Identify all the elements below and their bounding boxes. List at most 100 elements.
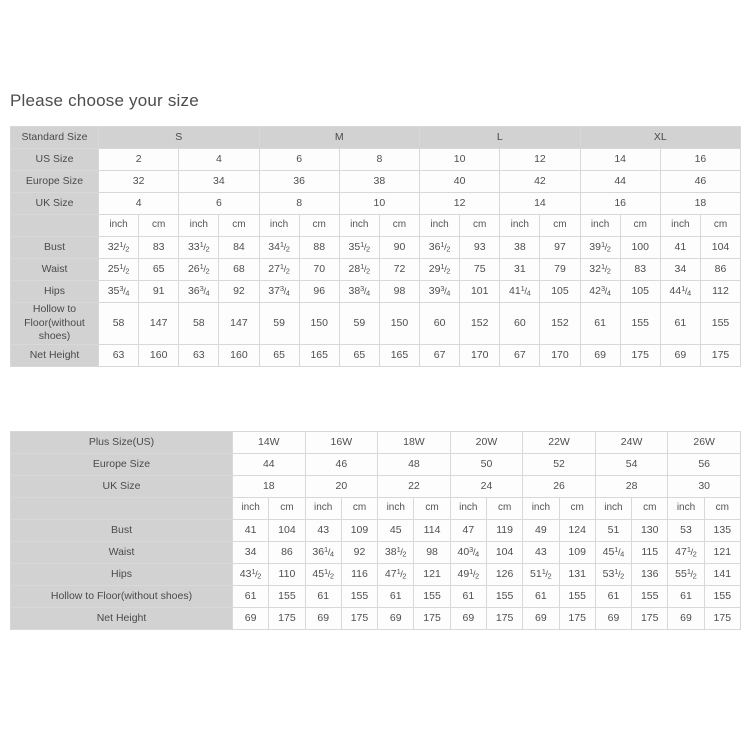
measurement-cell: 97: [539, 236, 581, 259]
size-value-cell: 4: [98, 192, 180, 215]
measurement-cell: 69: [450, 607, 487, 630]
measurement-cell: 79: [539, 258, 581, 281]
measurement-cell: 92: [218, 280, 260, 303]
measurement-cell: 423/4: [580, 280, 621, 303]
table-row: UK Size 18 20 22 24 26 28 30: [10, 475, 741, 498]
measurement-cell: 175: [413, 607, 451, 630]
measurement-cell: 69: [660, 344, 701, 367]
measurement-cell: 491/2: [450, 563, 487, 586]
measurement-cell: 43: [305, 519, 342, 542]
measurement-cell: 126: [486, 563, 524, 586]
measurement-cell: 431/2: [232, 563, 270, 586]
row-label: US Size: [10, 148, 99, 171]
table-row: inch cm inch cm inch cm inch cm inch cm inch cm inch…: [10, 214, 742, 237]
measurement-cell: 86: [268, 541, 306, 564]
unit-header-cm: cm: [486, 497, 524, 520]
size-value-cell: 10: [419, 148, 501, 171]
measurement-cell: 67: [499, 344, 541, 367]
measurement-cell: 451/2: [305, 563, 342, 586]
measurement-cell: 381/2: [377, 541, 415, 564]
measurement-cell: 105: [620, 280, 661, 303]
row-label: Net Height: [10, 344, 99, 367]
measurement-cell: 147: [218, 302, 260, 345]
measurement-cell: 451/4: [595, 541, 633, 564]
size-value-cell: 18: [660, 192, 742, 215]
measurement-cell: 61: [667, 585, 705, 608]
measurement-cell: 69: [595, 607, 633, 630]
size-value-cell: 42: [499, 170, 581, 193]
measurement-cell: 69: [667, 607, 705, 630]
unit-header-cm: cm: [631, 497, 669, 520]
measurement-cell: 373/4: [259, 280, 300, 303]
size-value-cell: 46: [305, 453, 379, 476]
measurement-cell: 155: [631, 585, 669, 608]
measurement-cell: 131: [559, 563, 596, 586]
measurement-cell: 110: [268, 563, 306, 586]
measurement-cell: 130: [631, 519, 669, 542]
standard-size-table: Standard Size S M L XL US Size 2 4 6 8 10 12 14 16 Eur…: [10, 126, 742, 367]
table-row: Europe Size 32 34 36 38 40 42 44 46: [10, 170, 742, 193]
table-row: Europe Size 44 46 48 50 52 54 56: [10, 453, 741, 476]
size-group-header-xl: XL: [580, 126, 742, 149]
size-value-cell: 22: [377, 475, 451, 498]
size-value-cell: 40: [419, 170, 501, 193]
table-row: Bust 321/2 83 331/2 84 341/2 88 351/2 90 361/2 93 3…: [10, 236, 742, 259]
measurement-cell: 61: [660, 302, 701, 345]
size-value-cell: 32: [98, 170, 180, 193]
unit-header-cm: cm: [700, 214, 742, 237]
unit-header-inch: inch: [98, 214, 140, 237]
measurement-cell: 383/4: [339, 280, 380, 303]
size-value-cell: 10: [339, 192, 421, 215]
measurement-cell: 403/4: [450, 541, 487, 564]
measurement-cell: 83: [620, 258, 661, 281]
measurement-cell: 65: [138, 258, 180, 281]
measurement-cell: 135: [704, 519, 741, 542]
measurement-cell: 147: [138, 302, 180, 345]
measurement-cell: 152: [539, 302, 581, 345]
measurement-cell: 34: [232, 541, 270, 564]
plus-size-table: Plus Size(US) 14W 16W 18W 20W 22W 24W 26W Europe…: [10, 431, 741, 630]
standard-size-table-wrap: Standard Size S M L XL US Size 2 4 6 8 10 12 14 16 Eur…: [10, 126, 742, 367]
measurement-cell: 160: [218, 344, 260, 367]
measurement-cell: 31: [499, 258, 541, 281]
measurement-cell: 341/2: [259, 236, 300, 259]
row-label: Hollow to Floor(without shoes): [10, 585, 233, 608]
measurement-cell: 98: [413, 541, 451, 564]
unit-header-cm: cm: [413, 497, 451, 520]
measurement-cell: 175: [620, 344, 661, 367]
size-value-cell: 8: [259, 192, 340, 215]
measurement-cell: 165: [379, 344, 421, 367]
measurement-cell: 104: [486, 541, 524, 564]
measurement-cell: 471/2: [667, 541, 705, 564]
size-value-cell: 16: [580, 192, 661, 215]
row-label: Hollow to Floor(without shoes): [10, 302, 99, 345]
measurement-cell: 261/2: [178, 258, 220, 281]
table-row: inch cm inch cm inch cm inch cm inch cm inch cm inch…: [10, 497, 741, 520]
unit-header-cm: cm: [704, 497, 741, 520]
measurement-cell: 69: [522, 607, 560, 630]
measurement-cell: 47: [450, 519, 487, 542]
measurement-cell: 150: [379, 302, 421, 345]
measurement-cell: 60: [419, 302, 461, 345]
measurement-cell: 91: [138, 280, 180, 303]
measurement-cell: 84: [218, 236, 260, 259]
row-label: Bust: [10, 519, 233, 542]
row-label: Bust: [10, 236, 99, 259]
size-value-cell: 18: [232, 475, 306, 498]
measurement-cell: 45: [377, 519, 415, 542]
table-row: Net Height 63 160 63 160 65 165 65 165 67 170 67 170…: [10, 344, 742, 367]
measurement-cell: 75: [459, 258, 501, 281]
row-label: UK Size: [10, 192, 99, 215]
plus-size-table-wrap: Plus Size(US) 14W 16W 18W 20W 22W 24W 26W Europe…: [10, 431, 741, 630]
row-label: Net Height: [10, 607, 233, 630]
table-row: Hollow to Floor(without shoes) 58 147 58 147 59…: [10, 302, 742, 345]
measurement-cell: 175: [486, 607, 524, 630]
measurement-cell: 121: [413, 563, 451, 586]
unit-header-inch: inch: [232, 497, 270, 520]
size-value-cell: 22W: [522, 431, 596, 454]
measurement-cell: 90: [379, 236, 421, 259]
measurement-cell: 69: [305, 607, 342, 630]
measurement-cell: 59: [339, 302, 380, 345]
measurement-cell: 61: [450, 585, 487, 608]
